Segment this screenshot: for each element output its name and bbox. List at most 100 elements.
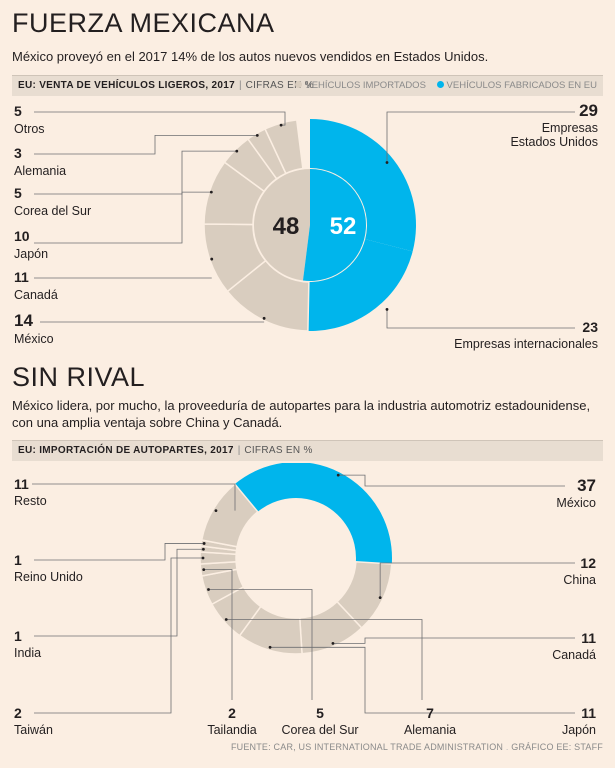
label-value-resto: 11: [14, 476, 29, 492]
section1-header-bar: EU: VENTA DE VEHÍCULOS LIGEROS, 2017 | CIF…: [12, 75, 603, 96]
leader-otros: [34, 111, 286, 126]
label-value-corea-del-sur: 5: [316, 705, 324, 721]
label-name-corea-del-sur: Corea del Sur: [14, 204, 91, 218]
label-name-empresas-estados-unidos-1: Estados Unidos: [510, 135, 598, 149]
label-name-mexico: México: [556, 496, 596, 510]
leader-dot-empresas-internacionales: [385, 307, 389, 311]
section1-subtitle: México proveyó en el 2017 14% de los aut…: [12, 49, 489, 64]
legend-imported: VEHÍCULOS IMPORTADOS: [305, 80, 426, 91]
inner-us-half: [302, 169, 366, 281]
section1-bar-title: EU: VENTA DE VEHÍCULOS LIGEROS, 2017: [18, 80, 235, 91]
inner-us-value: 52: [330, 213, 357, 240]
leader-dot-corea-del-sur: [235, 149, 239, 153]
source-note: FUENTE: CAR, US INTERNATIONAL TRADE ADMI…: [230, 742, 603, 752]
legend: VEHÍCULOS IMPORTADOS VEHÍCULOS FABRICADO…: [287, 76, 597, 96]
leader-taiwan: [34, 557, 203, 714]
label-name-canada: Canadá: [552, 648, 596, 662]
credit-text: GRÁFICO EE: STAFF: [511, 742, 603, 752]
label-value-japon: 11: [581, 705, 596, 721]
leader-dot-empresas-estados-unidos: [385, 161, 389, 164]
leader-dot-reino-unido: [202, 542, 206, 545]
leader-india: [34, 548, 204, 637]
label-name-mexico: México: [14, 332, 54, 346]
leader-dot-india: [202, 547, 205, 551]
vehicle-sales-chart: 48 52 14 México 11 Canadá 10 Japón 5 Corea del Su…: [14, 101, 598, 351]
label-value-alemania: 3: [14, 145, 22, 161]
label-name-tailandia: Tailandia: [207, 723, 256, 737]
leader-canada: [332, 637, 575, 644]
leader-dot-resto: [214, 509, 218, 513]
label-name-empresas-estados-unidos-0: Empresas: [542, 121, 598, 135]
label-value-canada: 11: [14, 269, 29, 285]
label-name-empresas-internacionales-0: Empresas internacionales: [454, 337, 598, 351]
label-value-mexico: 37: [577, 476, 596, 495]
segment-mexico: [234, 463, 392, 565]
section2-bar-units: CIFRAS EN %: [244, 445, 313, 456]
leader-dot-china: [378, 596, 382, 599]
leader-dot-tailandia: [202, 568, 206, 572]
section2-title: SIN RIVAL: [12, 362, 146, 392]
leader-empresas-estados-unidos: [386, 111, 575, 163]
leader-dot-japon: [268, 645, 272, 649]
label-name-alemania: Alemania: [404, 723, 456, 737]
leader-china: [379, 562, 575, 598]
leader-japon: [270, 646, 575, 714]
label-name-japon: Japón: [562, 723, 596, 737]
label-value-empresas-estados-unidos: 29: [579, 101, 598, 120]
label-name-taiwan: Taiwán: [14, 723, 53, 737]
label-value-tailandia: 2: [228, 705, 236, 721]
leader-empresas-internacionales: [386, 309, 575, 329]
section1-title: FUERZA MEXICANA: [12, 8, 275, 38]
section1-bar-units: CIFRAS EN %: [245, 80, 314, 91]
leader-resto: [32, 483, 236, 511]
label-value-india: 1: [14, 628, 22, 644]
segment-empresas-internacionales: [296, 239, 413, 331]
label-value-taiwan: 2: [14, 705, 22, 721]
leader-alemania: [34, 134, 258, 155]
label-name-resto: Resto: [14, 494, 47, 508]
label-name-india: India: [14, 646, 41, 660]
label-value-japon: 10: [14, 228, 30, 244]
leader-dot-corea-del-sur: [207, 588, 210, 591]
section2-subtitle: México lidera, por mucho, la proveeduría…: [12, 398, 591, 430]
legend-us: VEHÍCULOS FABRICADOS EN EU: [446, 80, 597, 91]
leader-dot-mexico: [262, 316, 266, 320]
label-name-japon: Japón: [14, 247, 48, 261]
legend-imported-dot: [295, 81, 303, 88]
leader-alemania: [226, 619, 423, 700]
label-name-corea-del-sur: Corea del Sur: [281, 723, 358, 737]
label-value-reino-unido: 1: [14, 552, 22, 568]
inner-imported-value: 48: [273, 213, 300, 240]
label-value-alemania: 7: [426, 705, 434, 721]
label-value-empresas-internacionales: 23: [582, 319, 598, 335]
leader-dot-otros: [279, 123, 283, 127]
leader-corea-del-sur: [34, 150, 237, 195]
label-value-mexico: 14: [14, 311, 33, 330]
label-value-china: 12: [580, 555, 596, 571]
leader-dot-alemania: [224, 618, 228, 621]
segment-otros: [264, 118, 304, 175]
legend-us-dot: [436, 81, 444, 88]
section2-header-bar: EU: IMPORTACIÓN DE AUTOPARTES, 2017 | CIFR…: [12, 440, 603, 461]
leader-dot-mexico: [336, 473, 340, 477]
leader-corea-del-sur: [208, 589, 313, 700]
label-name-reino-unido: Reino Unido: [14, 570, 83, 584]
leader-dot-canada: [210, 257, 214, 261]
inner-imported-half: [253, 169, 310, 281]
leader-dot-canada: [331, 641, 335, 645]
label-name-china: China: [563, 573, 596, 587]
label-value-otros: 5: [14, 103, 22, 119]
leader-tailandia: [203, 569, 233, 700]
segment-empresas-estados-unidos: [310, 119, 416, 252]
label-value-canada: 11: [581, 630, 596, 646]
section2-bar-title: EU: IMPORTACIÓN DE AUTOPARTES, 2017: [18, 445, 234, 456]
leader-mexico: [338, 474, 565, 487]
leader-dot-japon: [209, 190, 213, 194]
label-name-canada: Canadá: [14, 288, 58, 302]
leader-reino-unido: [34, 543, 205, 561]
label-name-alemania: Alemania: [14, 164, 66, 178]
leader-japon: [34, 191, 212, 244]
leader-dot-taiwan: [201, 556, 205, 560]
label-name-otros: Otros: [14, 122, 45, 136]
label-value-corea-del-sur: 5: [14, 185, 22, 201]
